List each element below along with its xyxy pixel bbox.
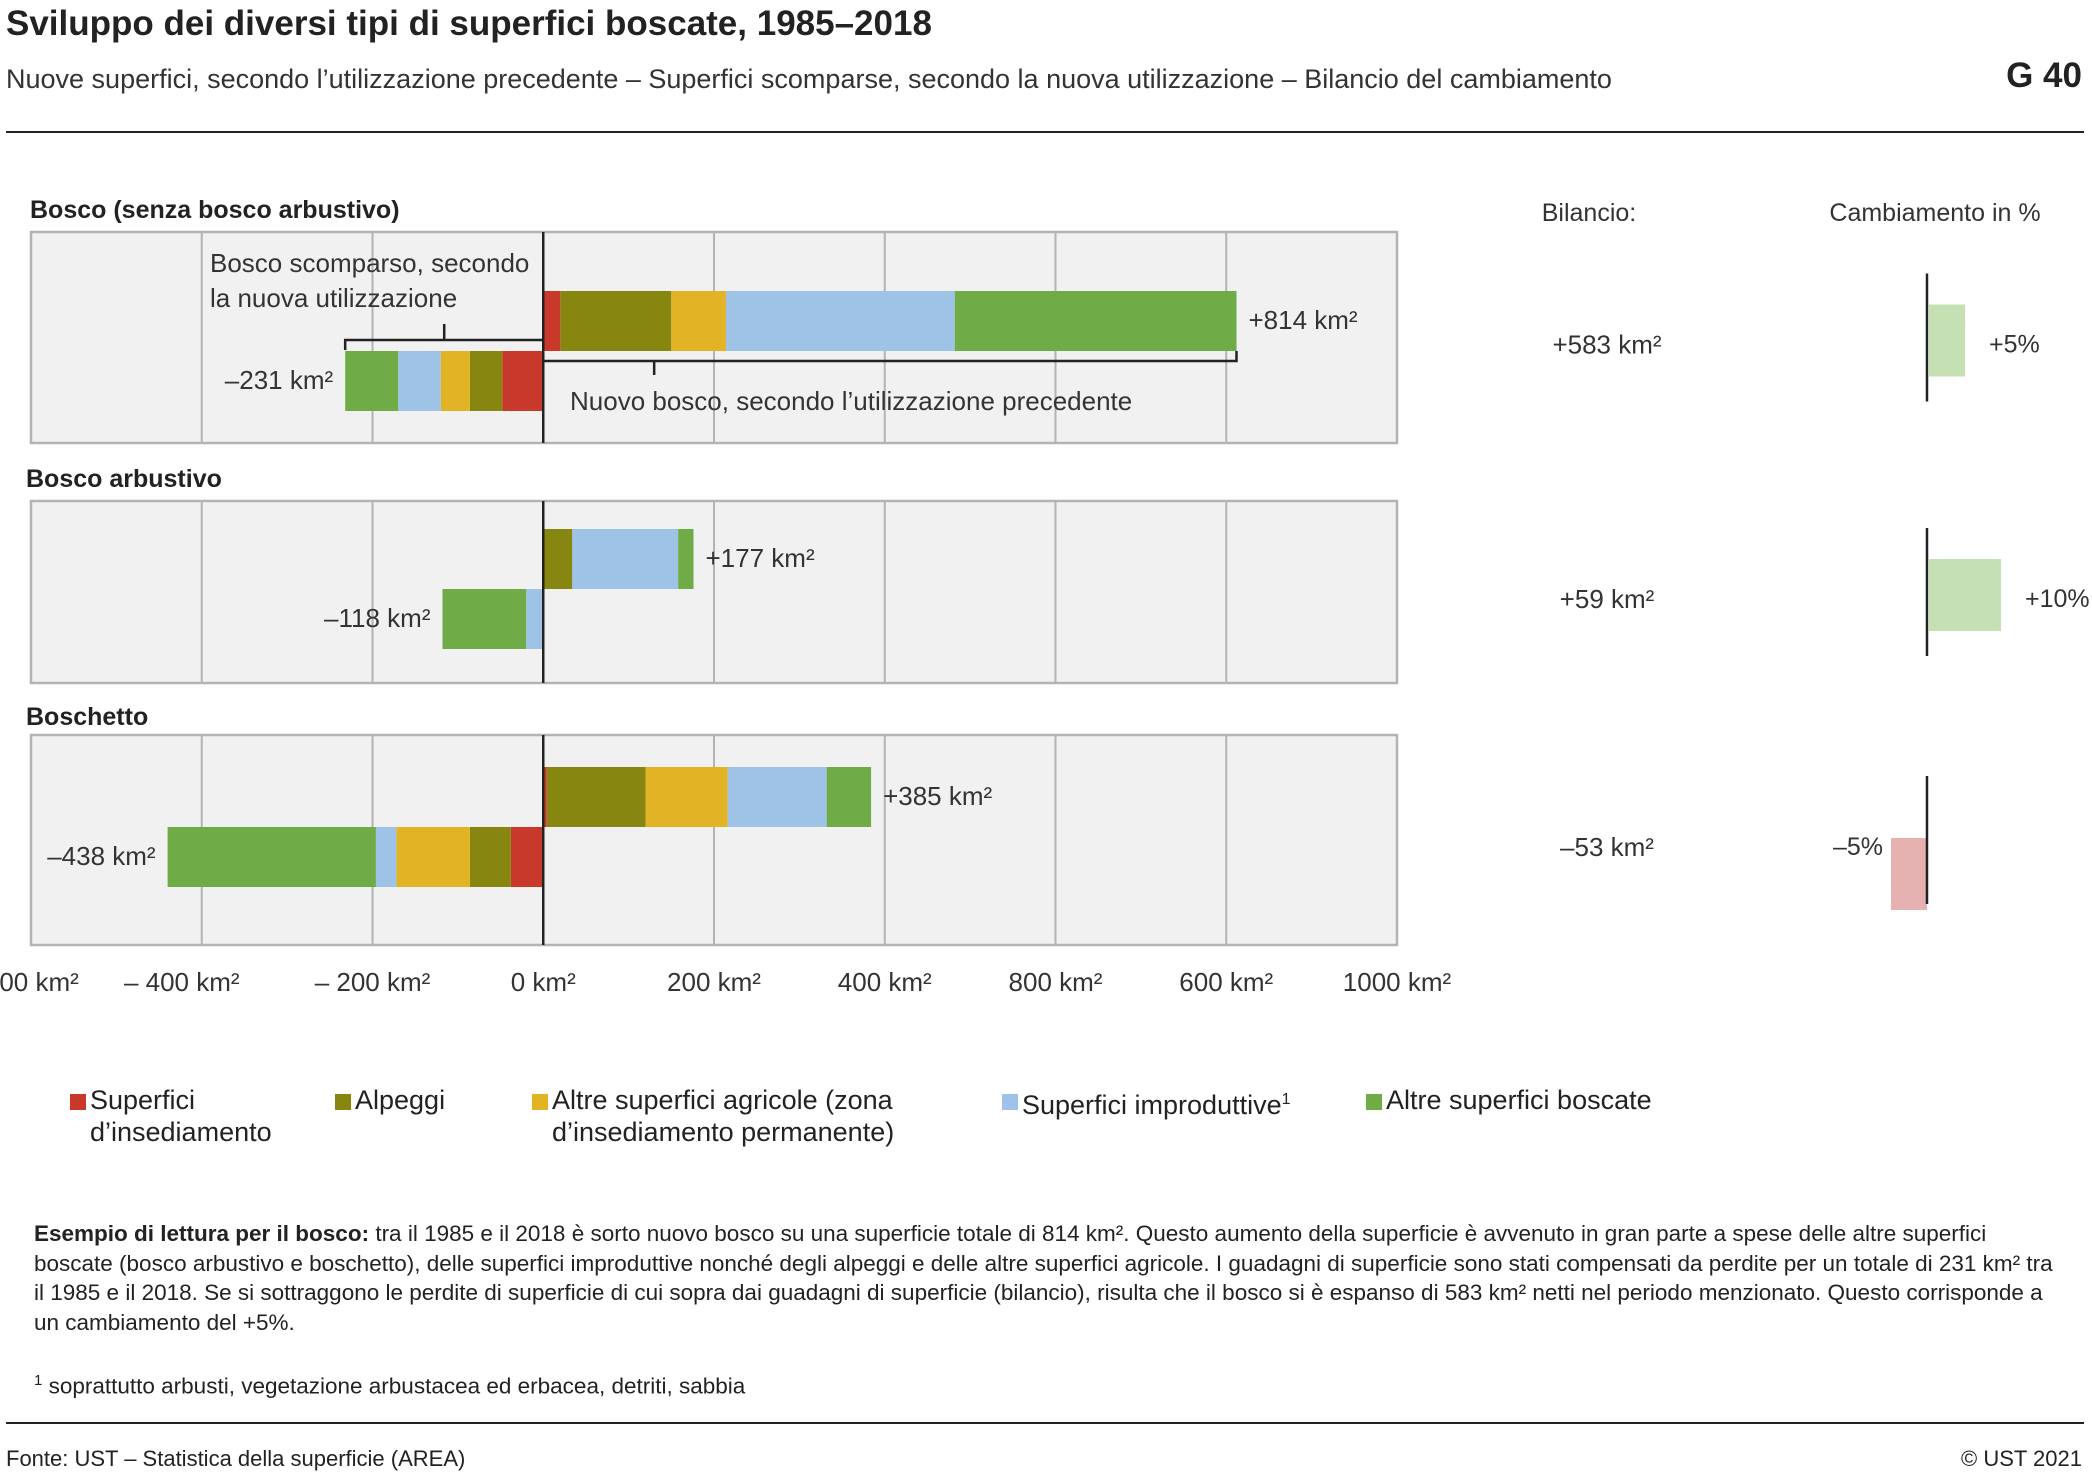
legend-label: Altre superfici agricole (zona: [552, 1085, 893, 1115]
legend-swatch: [1366, 1094, 1382, 1110]
balance-value: –53 km²: [1560, 832, 1654, 862]
balance-value: +583 km²: [1552, 330, 1661, 360]
x-tick-label: 400 km²: [838, 967, 932, 997]
loss-bar-other_wooded: [345, 351, 399, 411]
x-tick-label: 600 km²: [1179, 967, 1273, 997]
annotation-new: Nuovo bosco, secondo l’utilizzazione pre…: [570, 386, 1132, 416]
legend-label: d’insediamento: [90, 1117, 272, 1147]
footnote-text: soprattutto arbusti, vegetazione arbusta…: [42, 1373, 746, 1399]
reading-example-text: tra il 1985 e il 2018 è sorto nuovo bosc…: [34, 1221, 2053, 1335]
gain-bar-unproductive: [727, 767, 827, 827]
footer-rule: [6, 1422, 2084, 1424]
x-tick-label: – 200 km²: [315, 967, 431, 997]
loss-label: –231 km²: [225, 365, 334, 395]
change-label: –5%: [1833, 833, 1883, 861]
loss-bar-other_wooded: [167, 827, 376, 887]
loss-bar-settlement: [502, 351, 544, 411]
x-tick-label: 1000 km²: [1343, 967, 1452, 997]
chart-title: Sviluppo dei diversi tipi di superfici b…: [6, 4, 932, 43]
gain-bar-unproductive: [725, 291, 955, 351]
loss-bar-settlement: [510, 827, 544, 887]
legend-footnote-mark: 1: [1281, 1091, 1291, 1108]
legend-label: Superfici improduttive1: [1022, 1090, 1291, 1120]
graph-number: G 40: [2006, 56, 2082, 95]
gain-bar-other_wooded: [954, 291, 1237, 351]
x-tick-label: – 600 km²: [0, 967, 79, 997]
gain-bar-unproductive: [572, 529, 679, 589]
gain-label: +814 km²: [1248, 305, 1357, 335]
gain-label: +177 km²: [706, 543, 815, 573]
annotation-lost-line2: la nuova utilizzazione: [210, 283, 457, 313]
loss-label: –438 km²: [47, 841, 156, 871]
legend-label: Superfici: [90, 1085, 196, 1115]
legend-swatch: [532, 1094, 548, 1110]
copyright: © UST 2021: [1961, 1446, 2082, 1471]
x-tick-label: 200 km²: [667, 967, 761, 997]
footnote-mark: 1: [34, 1372, 43, 1389]
loss-bar-alpine: [469, 827, 511, 887]
loss-bar-unproductive: [375, 827, 397, 887]
legend-swatch: [335, 1094, 351, 1110]
change-heading: Cambiamento in %: [1829, 199, 2040, 227]
gain-label: +385 km²: [883, 781, 992, 811]
change-bar: [1929, 304, 1965, 377]
annotation-new-bracket: [542, 351, 1238, 375]
change-label: +10%: [2025, 585, 2090, 613]
gain-bar-other_wooded: [826, 767, 872, 827]
legend-item-other_wooded: Altre superfici boscate: [1366, 1084, 1652, 1116]
loss-bar-other_agri: [440, 351, 470, 411]
legend-swatch: [70, 1094, 86, 1110]
loss-bar-other_wooded: [442, 589, 527, 649]
reading-example-lead: Esempio di lettura per il bosco:: [34, 1221, 370, 1246]
loss-bar-other_agri: [396, 827, 470, 887]
gain-bar-settlement: [543, 291, 561, 351]
legend-label: Alpeggi: [355, 1085, 446, 1115]
legend-item-settlement: Superfici d’insediamento: [70, 1084, 272, 1148]
x-tick-label: 800 km²: [1009, 967, 1103, 997]
gain-bar-alpine: [543, 529, 573, 589]
legend-swatch: [1002, 1094, 1018, 1110]
gain-bar-alpine: [546, 767, 646, 827]
x-tick-label: 0 km²: [511, 967, 576, 997]
loss-bar-unproductive: [526, 589, 544, 649]
legend-item-other_agri: Altre superfici agricole (zona d’insediam…: [532, 1084, 895, 1148]
annotation-lost-line1: Bosco scomparso, secondo: [210, 248, 529, 278]
annotation-lost-bracket: [343, 324, 545, 350]
balance-heading: Bilancio:: [1542, 199, 1637, 227]
gain-bar-other_agri: [671, 291, 726, 351]
footnote: 1 soprattutto arbusti, vegetazione arbus…: [34, 1372, 745, 1400]
chart-svg: Bilancio: Cambiamento in % Bosco (senza bo…: [0, 196, 2090, 997]
balance-value: +59 km²: [1560, 584, 1655, 614]
x-tick-label: – 400 km²: [124, 967, 240, 997]
reading-example: Esempio di lettura per il bosco: tra il …: [34, 1219, 2064, 1337]
source: Fonte: UST – Statistica della superficie…: [6, 1446, 466, 1471]
gain-bar-other_wooded: [678, 529, 694, 589]
gain-bar-settlement: [543, 767, 547, 827]
legend-label: Altre superfici boscate: [1386, 1085, 1652, 1115]
gain-bar-other_agri: [645, 767, 728, 827]
loss-label: –118 km²: [324, 603, 431, 633]
panel-title: Bosco arbustivo: [26, 465, 222, 493]
change-label: +5%: [1989, 331, 2040, 359]
legend-label: d’insediamento permanente): [552, 1117, 895, 1147]
loss-bar-unproductive: [398, 351, 441, 411]
gain-bar-alpine: [560, 291, 672, 351]
panel-title: Boschetto: [26, 703, 148, 731]
legend-item-unproductive: Superfici improduttive1: [1002, 1084, 1291, 1121]
header-rule: [6, 131, 2084, 133]
panel-title: Bosco (senza bosco arbustivo): [30, 196, 400, 224]
legend-item-alpine: Alpeggi: [335, 1084, 446, 1116]
loss-bar-alpine: [469, 351, 503, 411]
chart-subtitle: Nuove superfici, secondo l’utilizzazione…: [6, 64, 1612, 94]
change-bar: [1891, 838, 1927, 910]
change-bar: [1929, 559, 2001, 631]
